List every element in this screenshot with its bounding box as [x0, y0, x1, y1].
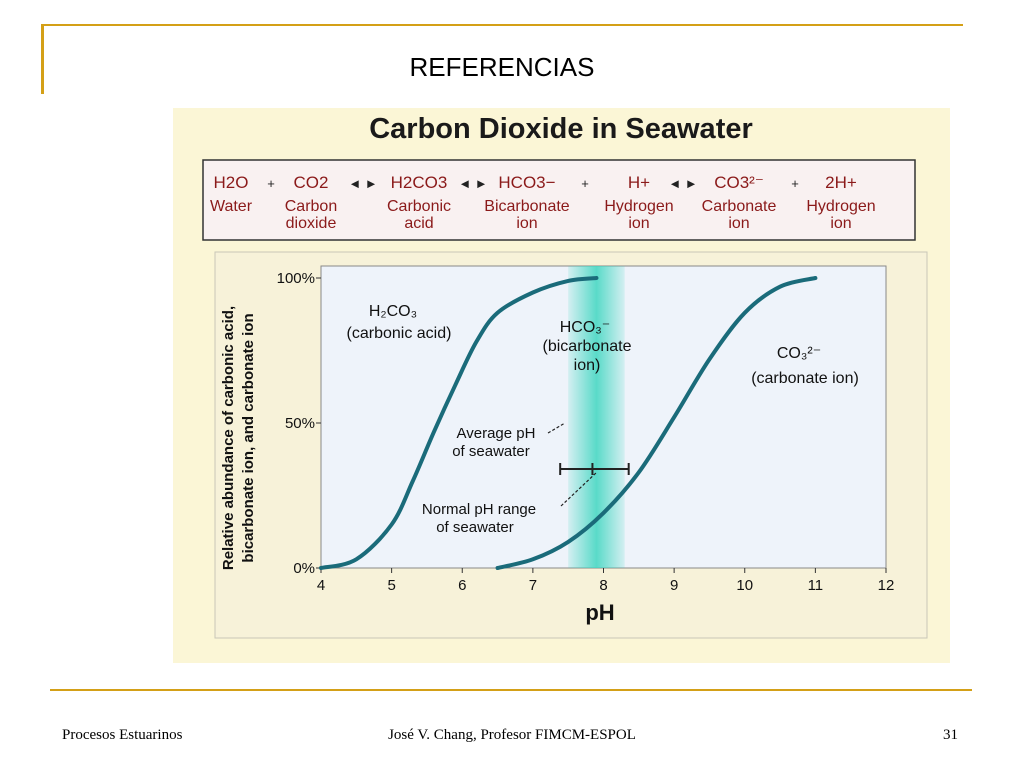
x-tick-label: 4: [317, 577, 325, 594]
hco3-ion-label: ion): [574, 357, 601, 374]
equation-formula: H2O: [214, 173, 249, 192]
carbonate-ion-curve: [495, 276, 818, 570]
equation-operator: ◄ ►: [458, 176, 487, 191]
x-tick-label: 6: [458, 577, 466, 594]
figure-canvas: Carbon Dioxide in Seawater H2O Water CO2 Ca…: [202, 113, 928, 639]
bottom-accent-rule: [50, 689, 972, 691]
equation-name: Bicarbonate: [484, 198, 569, 215]
y-axis-label-line2: bicarbonate ion, and carbonate ion: [240, 313, 257, 562]
left-accent-rule: [41, 24, 44, 94]
carbonic-acid-curve: [319, 276, 599, 570]
average-ph-label: Average pH: [457, 425, 536, 442]
x-tick-label: 7: [529, 577, 537, 594]
x-tick-label: 8: [599, 577, 607, 594]
co3-label: CO₃²⁻: [777, 345, 821, 362]
footer-author: José V. Chang, Profesor FIMCM-ESPOL: [388, 727, 636, 743]
normal-range-label: Normal pH range: [422, 501, 536, 518]
equation-operator: ◄ ►: [668, 176, 697, 191]
equation-formula: H+: [628, 173, 650, 192]
equation-name: Carbonic: [387, 198, 451, 215]
normal-range-leader: [560, 471, 598, 507]
y-tick-label: 100%: [277, 270, 315, 287]
equation-operator: +: [267, 176, 275, 191]
x-tick-label: 11: [808, 577, 824, 594]
equation-formula: CO3²⁻: [714, 173, 764, 192]
top-accent-rule: [43, 24, 963, 26]
x-tick-label: 5: [387, 577, 395, 594]
equation-name-2: dioxide: [286, 215, 337, 232]
x-tick-label: 9: [670, 577, 678, 594]
footer-course: Procesos Estuarinos: [62, 727, 183, 743]
x-tick-label: 12: [878, 577, 895, 594]
average-ph-leader: [547, 422, 566, 434]
figure-title: Carbon Dioxide in Seawater: [369, 113, 753, 145]
equation-box: [202, 159, 916, 241]
normal-ph-band: [568, 266, 625, 568]
h2co3-label: H₂CO₃: [369, 303, 417, 320]
seawater-co2-figure: Carbon Dioxide in Seawater H2O Water CO2 Ca…: [173, 108, 950, 663]
equation-operator: +: [581, 176, 589, 191]
equation-formula: CO2: [294, 173, 329, 192]
equation-name-2: ion: [628, 215, 649, 232]
equation-formula: HCO3−: [498, 173, 555, 192]
equation-name: Carbonate: [702, 198, 777, 215]
y-tick-label: 50%: [285, 415, 315, 432]
equation-name: Hydrogen: [604, 198, 673, 215]
y-axis-label-line1: Relative abundance of carbonic acid,: [220, 306, 237, 570]
h2co3-name-label: (carbonic acid): [347, 325, 452, 342]
equation-operator: +: [791, 176, 799, 191]
equation-name: Hydrogen: [806, 198, 875, 215]
co3-name-label: (carbonate ion): [751, 370, 859, 387]
slide-title: REFERENCIAS: [409, 52, 595, 82]
equation-formula: 2H+: [825, 173, 857, 192]
x-axis-label: pH: [585, 600, 614, 625]
equation-name: Water: [210, 198, 253, 215]
y-tick-label: 0%: [293, 560, 315, 577]
equation-formula: H2CO3: [391, 173, 448, 192]
hco3-name-label: (bicarbonate: [543, 338, 632, 355]
equation-name: Carbon: [285, 198, 337, 215]
page-number: 31: [943, 727, 958, 743]
equation-operator: ◄ ►: [348, 176, 377, 191]
equation-name-2: ion: [728, 215, 749, 232]
x-tick-label: 10: [736, 577, 753, 594]
normal-range-label-2: of seawater: [436, 519, 514, 536]
hco3-label: HCO₃⁻: [560, 319, 611, 336]
average-ph-label-2: of seawater: [452, 443, 530, 460]
chart-layer: 4 5 6 7 8 9 10 11 12 0% 50% 100%: [277, 266, 895, 594]
equation-name-2: ion: [830, 215, 851, 232]
equation-name-2: acid: [404, 215, 433, 232]
equation-name-2: ion: [516, 215, 537, 232]
